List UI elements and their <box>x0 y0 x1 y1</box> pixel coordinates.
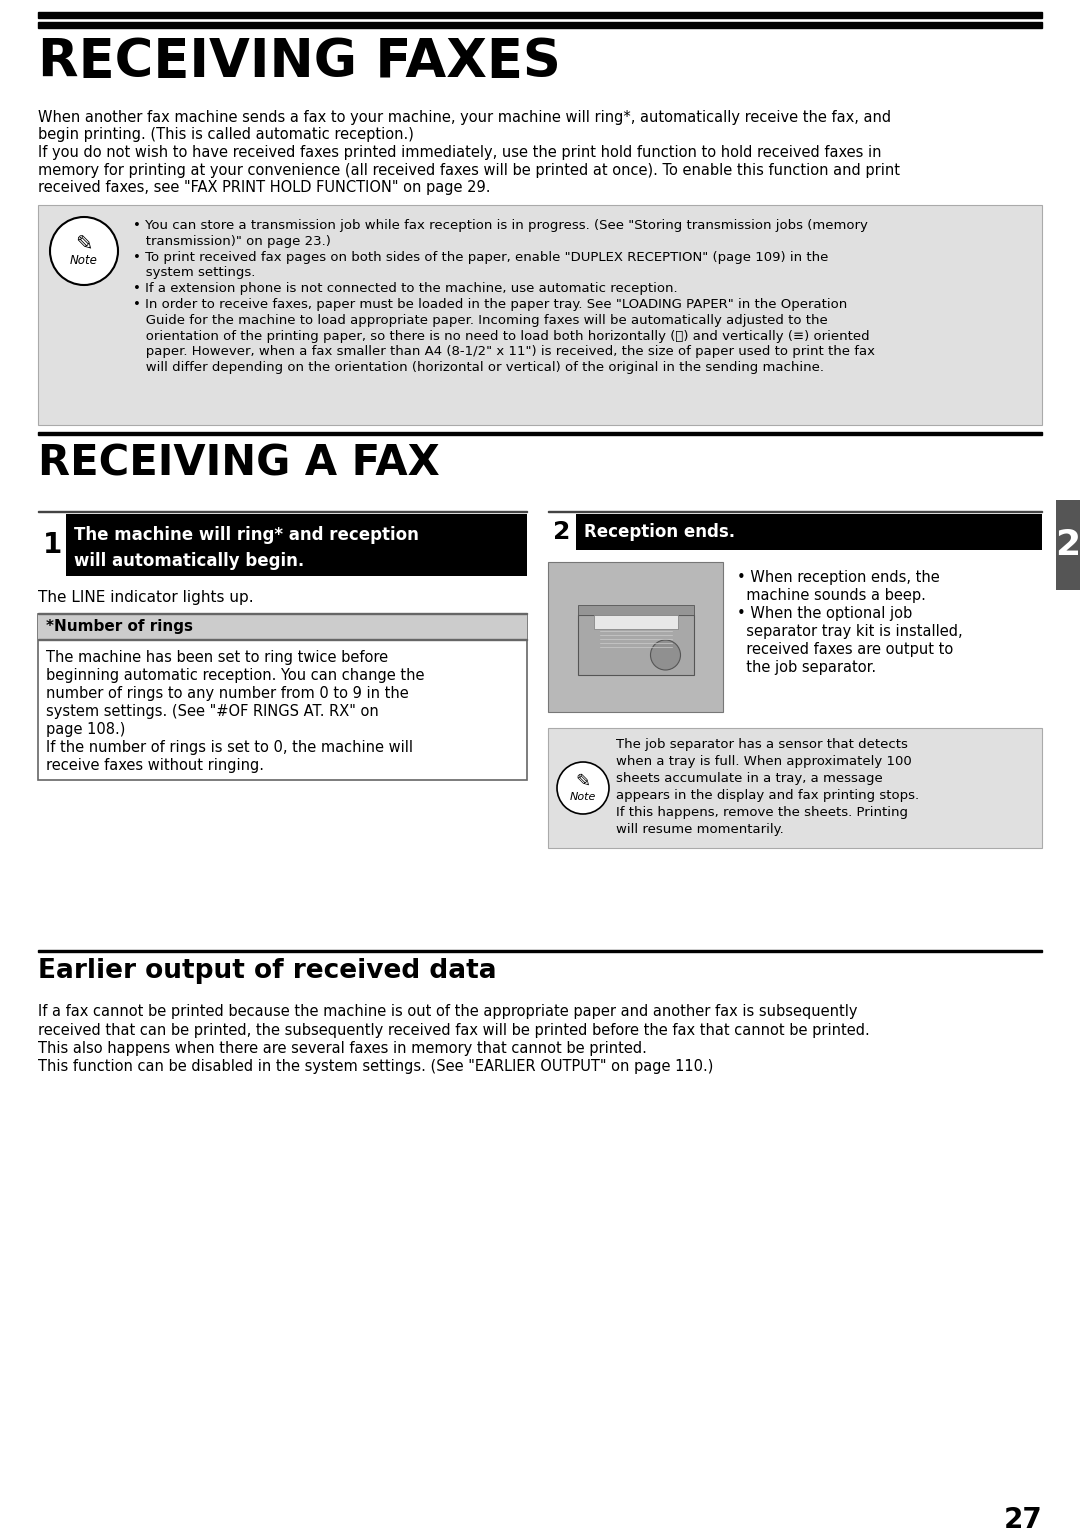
Text: When another fax machine sends a fax to your machine, your machine will ring*, a: When another fax machine sends a fax to … <box>38 110 891 125</box>
Text: Reception ends.: Reception ends. <box>584 523 735 541</box>
Text: memory for printing at your convenience (all received faxes will be printed at o: memory for printing at your convenience … <box>38 162 900 177</box>
Text: The machine will ring* and reception: The machine will ring* and reception <box>75 526 419 544</box>
Bar <box>578 605 693 614</box>
Text: Note: Note <box>570 792 596 802</box>
Bar <box>548 513 576 550</box>
Text: number of rings to any number from 0 to 9 in the: number of rings to any number from 0 to … <box>46 686 408 701</box>
Bar <box>38 614 527 779</box>
Text: • If a extension phone is not connected to the machine, use automatic reception.: • If a extension phone is not connected … <box>133 283 677 295</box>
Text: If you do not wish to have received faxes printed immediately, use the print hol: If you do not wish to have received faxe… <box>38 145 881 160</box>
Text: separator tray kit is installed,: separator tray kit is installed, <box>737 623 962 639</box>
Text: The job separator has a sensor that detects: The job separator has a sensor that dete… <box>616 738 908 750</box>
Text: This also happens when there are several faxes in memory that cannot be printed.: This also happens when there are several… <box>38 1041 647 1056</box>
Text: machine sounds a beep.: machine sounds a beep. <box>737 588 926 604</box>
Text: page 108.): page 108.) <box>46 723 125 736</box>
Text: when a tray is full. When approximately 100: when a tray is full. When approximately … <box>616 755 912 769</box>
Text: 27: 27 <box>1003 1507 1042 1528</box>
Text: Note: Note <box>70 255 98 267</box>
Text: If the number of rings is set to 0, the machine will: If the number of rings is set to 0, the … <box>46 740 413 755</box>
Text: • In order to receive faxes, paper must be loaded in the paper tray. See "LOADIN: • In order to receive faxes, paper must … <box>133 298 847 312</box>
Text: • To print received fax pages on both sides of the paper, enable "DUPLEX RECEPTI: • To print received fax pages on both si… <box>133 251 828 264</box>
Bar <box>38 432 1042 435</box>
Bar <box>594 614 677 630</box>
Bar <box>38 21 1042 28</box>
Text: receive faxes without ringing.: receive faxes without ringing. <box>46 758 264 773</box>
Text: This function can be disabled in the system settings. (See "EARLIER OUTPUT" on p: This function can be disabled in the sys… <box>38 1059 714 1074</box>
Bar <box>38 12 1042 18</box>
Text: paper. However, when a fax smaller than A4 (8-1/2" x 11") is received, the size : paper. However, when a fax smaller than … <box>133 345 875 359</box>
Bar <box>578 614 693 675</box>
Text: 2: 2 <box>553 520 570 544</box>
Text: sheets accumulate in a tray, a message: sheets accumulate in a tray, a message <box>616 772 882 785</box>
Text: will automatically begin.: will automatically begin. <box>75 552 305 570</box>
Text: RECEIVING FAXES: RECEIVING FAXES <box>38 37 561 89</box>
Bar <box>38 950 1042 952</box>
Text: If this happens, remove the sheets. Printing: If this happens, remove the sheets. Prin… <box>616 805 908 819</box>
Circle shape <box>557 762 609 814</box>
Bar <box>38 513 66 576</box>
Text: ✎: ✎ <box>76 234 93 254</box>
Text: The machine has been set to ring twice before: The machine has been set to ring twice b… <box>46 649 388 665</box>
Bar <box>548 513 1042 550</box>
Text: system settings. (See "#OF RINGS AT. RX" on: system settings. (See "#OF RINGS AT. RX"… <box>46 704 379 720</box>
Text: will resume momentarily.: will resume momentarily. <box>616 824 784 836</box>
Bar <box>38 513 527 576</box>
Bar <box>38 205 1042 425</box>
Text: ✎: ✎ <box>576 773 591 792</box>
Text: • When the optional job: • When the optional job <box>737 607 913 620</box>
Text: appears in the display and fax printing stops.: appears in the display and fax printing … <box>616 788 919 802</box>
Text: If a fax cannot be printed because the machine is out of the appropriate paper a: If a fax cannot be printed because the m… <box>38 1004 858 1019</box>
Text: transmission)" on page 23.): transmission)" on page 23.) <box>133 235 330 248</box>
Text: 2: 2 <box>1055 529 1080 562</box>
Text: 1: 1 <box>42 532 62 559</box>
Bar <box>1056 500 1080 590</box>
Bar <box>548 562 723 712</box>
Text: *Number of rings: *Number of rings <box>46 619 193 634</box>
Circle shape <box>50 217 118 286</box>
Text: system settings.: system settings. <box>133 266 255 280</box>
Text: • When reception ends, the: • When reception ends, the <box>737 570 940 585</box>
Text: will differ depending on the orientation (horizontal or vertical) of the origina: will differ depending on the orientation… <box>133 361 824 374</box>
Text: begin printing. (This is called automatic reception.): begin printing. (This is called automati… <box>38 127 414 142</box>
Text: orientation of the printing paper, so there is no need to load both horizontally: orientation of the printing paper, so th… <box>133 330 869 342</box>
Circle shape <box>650 640 680 669</box>
Text: received faxes, see "FAX PRINT HOLD FUNCTION" on page 29.: received faxes, see "FAX PRINT HOLD FUNC… <box>38 180 490 196</box>
Text: the job separator.: the job separator. <box>737 660 876 675</box>
Text: beginning automatic reception. You can change the: beginning automatic reception. You can c… <box>46 668 424 683</box>
Text: Earlier output of received data: Earlier output of received data <box>38 958 497 984</box>
Bar <box>548 727 1042 848</box>
Text: received that can be printed, the subsequently received fax will be printed befo: received that can be printed, the subseq… <box>38 1022 869 1038</box>
Text: Guide for the machine to load appropriate paper. Incoming faxes will be automati: Guide for the machine to load appropriat… <box>133 313 827 327</box>
Text: The LINE indicator lights up.: The LINE indicator lights up. <box>38 590 254 605</box>
Text: • You can store a transmission job while fax reception is in progress. (See "Sto: • You can store a transmission job while… <box>133 219 868 232</box>
Text: RECEIVING A FAX: RECEIVING A FAX <box>38 442 440 484</box>
Text: received faxes are output to: received faxes are output to <box>737 642 954 657</box>
Bar <box>38 614 527 640</box>
